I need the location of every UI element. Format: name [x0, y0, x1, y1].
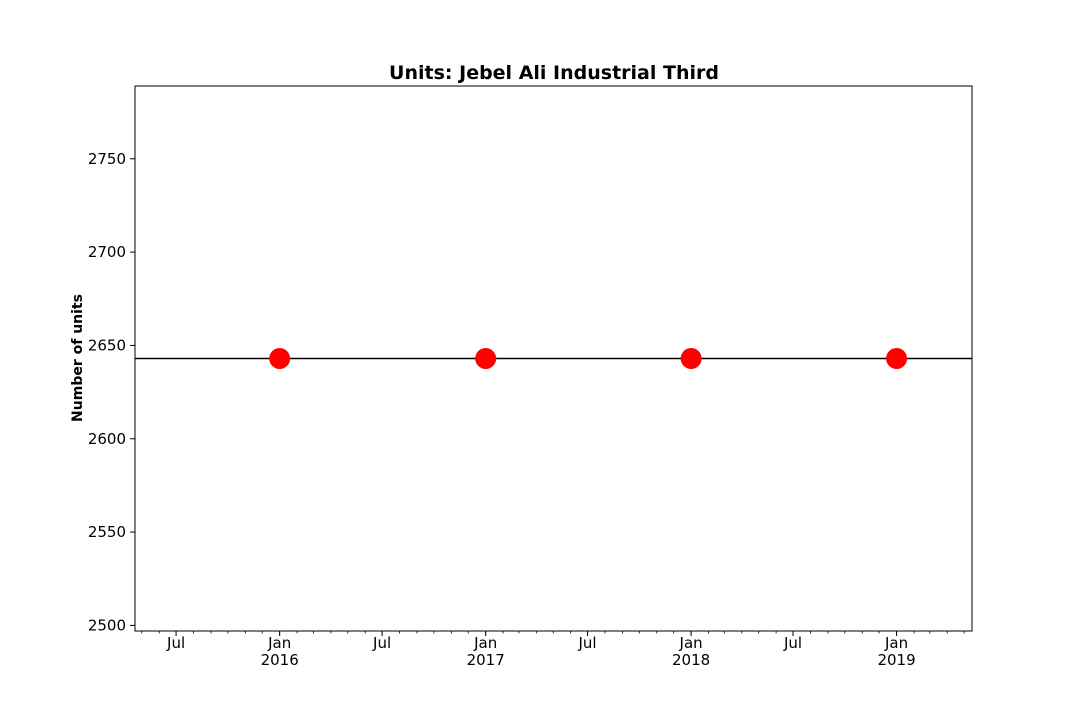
x-tick-label: Jan: [679, 634, 703, 652]
data-point: [680, 348, 702, 369]
x-tick-label: Jul: [577, 634, 596, 652]
x-tick-year-label: 2017: [467, 651, 505, 669]
x-tick-label: Jul: [372, 634, 391, 652]
data-point: [475, 348, 497, 369]
x-tick-label: Jan: [884, 634, 908, 652]
y-tick-label: 2650: [88, 336, 126, 354]
y-tick-label: 2500: [88, 616, 126, 634]
y-axis-label: Number of units: [70, 294, 86, 422]
x-tick-label: Jan: [267, 634, 291, 652]
x-tick-year-label: 2019: [877, 651, 915, 669]
data-point: [886, 348, 908, 369]
y-tick-label: 2700: [88, 243, 126, 261]
x-tick-label: Jan: [473, 634, 497, 652]
y-tick-label: 2550: [88, 523, 126, 541]
x-tick-year-label: 2018: [672, 651, 710, 669]
chart-title: Units: Jebel Ali Industrial Third: [389, 62, 719, 84]
y-tick-label: 2600: [88, 430, 126, 448]
y-tick-label: 2750: [88, 150, 126, 168]
x-tick-year-label: 2016: [261, 651, 299, 669]
data-point: [269, 348, 291, 369]
x-tick-label: Jul: [166, 634, 185, 652]
x-tick-label: Jul: [783, 634, 802, 652]
